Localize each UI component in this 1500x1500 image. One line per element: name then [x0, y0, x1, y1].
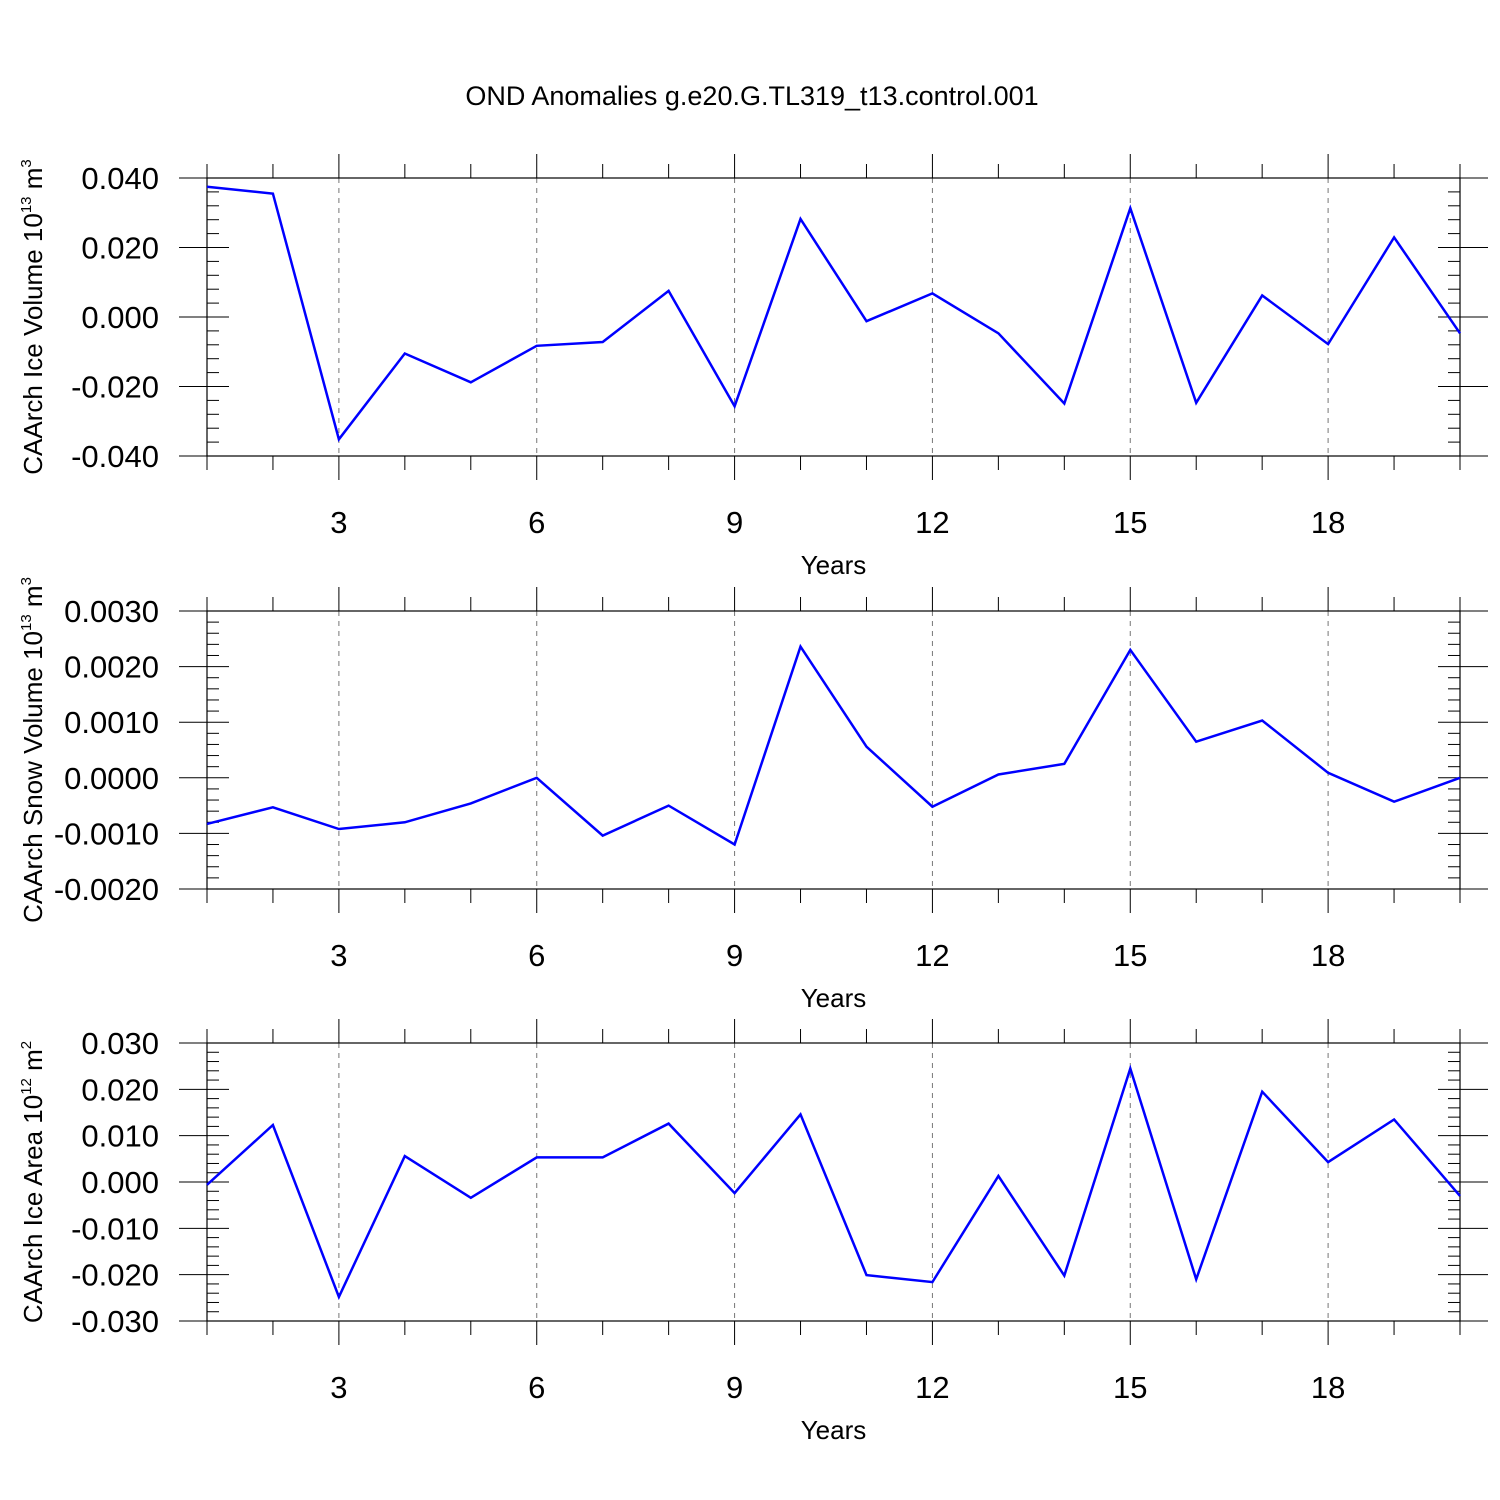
x-tick-label: 12: [915, 505, 949, 540]
x-tick-label: 12: [915, 938, 949, 973]
x-tick-label: 3: [330, 1370, 347, 1405]
y-tick-label: -0.040: [71, 439, 159, 474]
x-tick-label: 9: [726, 505, 743, 540]
y-tick-label: -0.010: [71, 1211, 159, 1246]
x-tick-label: 6: [528, 938, 545, 973]
panel-1: -0.040 -0.020 0.000 0.020 0.040 3 6 9 12 15 18 Year…: [18, 154, 1488, 580]
x-axis-title: Years: [801, 550, 867, 580]
panel-2: -0.0020 -0.0010 0.0000 0.0010 0.0020 0.0030 3 6…: [18, 577, 1488, 1013]
series-line: [206, 1064, 1461, 1301]
figure-title: OND Anomalies g.e20.G.TL319_t13.control.…: [465, 81, 1038, 111]
y-tick-label: 0.010: [81, 1119, 159, 1154]
y-tick-label: 0.030: [81, 1026, 159, 1061]
x-tick-label: 9: [726, 938, 743, 973]
y-tick-label: 0.020: [81, 231, 159, 266]
x-tick-label: 6: [528, 1370, 545, 1405]
y-axis-title: CAArch Ice Area 1012 m2: [18, 1041, 48, 1323]
x-tick-label: 15: [1113, 1370, 1147, 1405]
series-line: [206, 185, 1462, 443]
x-tick-label: 18: [1311, 505, 1345, 540]
y-tick-label: 0.0020: [64, 650, 159, 685]
x-tick-label: 3: [330, 938, 347, 973]
x-axis-title: Years: [801, 983, 867, 1013]
y-tick-label: -0.0010: [54, 816, 159, 851]
y-tick-label: -0.0020: [54, 872, 159, 907]
y-tick-label: -0.020: [71, 1258, 159, 1293]
y-tick-label: -0.020: [71, 370, 159, 405]
plot-frame: [206, 610, 1461, 890]
x-tick-label: 9: [726, 1370, 743, 1405]
panel-3: -0.030 -0.020 -0.010 0.000 0.010 0.020 0.030 3 6…: [18, 1019, 1488, 1445]
x-tick-label: 18: [1311, 1370, 1345, 1405]
x-tick-label: 18: [1311, 938, 1345, 973]
plot-frame: [206, 177, 1461, 457]
x-axis-title: Years: [801, 1415, 867, 1445]
y-tick-label: 0.0010: [64, 705, 159, 740]
y-tick-label: -0.030: [71, 1304, 159, 1339]
x-tick-label: 15: [1113, 505, 1147, 540]
y-tick-label: 0.000: [81, 300, 159, 335]
y-tick-label: 0.020: [81, 1072, 159, 1107]
y-axis-title: CAArch Ice Volume 1013 m3: [18, 159, 48, 475]
plot-frame: [206, 1042, 1461, 1322]
y-tick-label: 0.040: [81, 161, 159, 196]
x-tick-label: 15: [1113, 938, 1147, 973]
series-line: [206, 643, 1461, 847]
y-tick-label: 0.0000: [64, 761, 159, 796]
x-tick-label: 6: [528, 505, 545, 540]
y-tick-label: 0.000: [81, 1165, 159, 1200]
x-tick-label: 3: [330, 505, 347, 540]
x-tick-label: 12: [915, 1370, 949, 1405]
y-tick-label: 0.0030: [64, 594, 159, 629]
y-axis-title: CAArch Snow Volume 1013 m3: [18, 577, 48, 923]
